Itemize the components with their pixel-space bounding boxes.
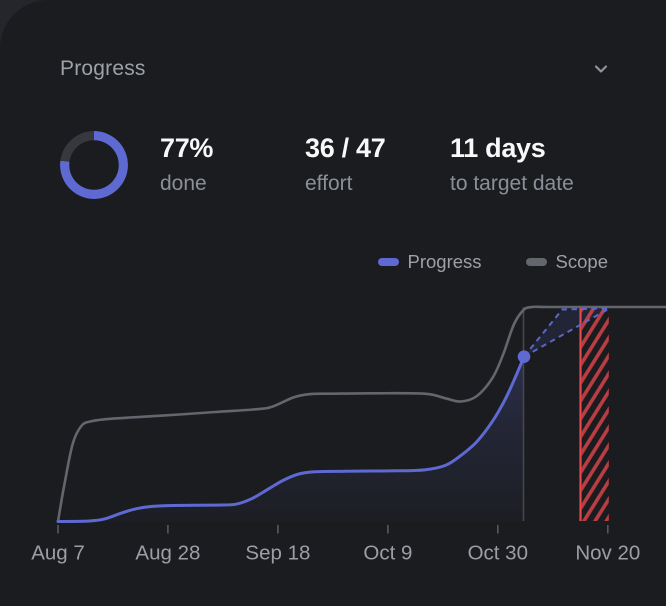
x-axis-label: Nov 20	[575, 542, 640, 565]
scope-line	[56, 305, 666, 523]
stat-done-value: 77%	[160, 133, 214, 163]
legend-label: Scope	[555, 251, 608, 272]
progress-line	[56, 355, 526, 523]
projection-pessimistic-line	[523, 307, 611, 358]
stat-done: 77% done	[160, 134, 213, 196]
overdue-hatch	[581, 308, 609, 521]
stat-target: 11 days to target date	[450, 134, 574, 196]
x-axis-label: Oct 9	[363, 542, 412, 565]
stat-effort-label: effort	[305, 172, 353, 195]
x-axis-label: Aug 28	[135, 542, 200, 565]
card-header: Progress	[60, 55, 610, 83]
projection-optimistic-line	[523, 307, 610, 358]
chart-legend: Progress Scope	[0, 250, 608, 274]
progress-area-fill	[58, 356, 524, 522]
stat-done-label: done	[160, 172, 207, 195]
legend-item-scope: Scope	[525, 251, 608, 273]
page-title: Progress	[60, 57, 146, 80]
stat-effort: 36 / 47 effort	[305, 133, 386, 196]
stat-target-label: to target date	[450, 172, 574, 195]
stat-target-value: 11 days	[450, 133, 546, 163]
chevron-down-icon[interactable]	[592, 60, 610, 78]
legend-swatch	[377, 258, 399, 266]
legend-item-progress: Progress	[377, 251, 482, 273]
legend-label: Progress	[407, 251, 482, 272]
progress-dot	[517, 350, 531, 364]
stats-row: 77% done 36 / 47 effort 11 days to targe…	[60, 131, 626, 201]
legend-swatch	[525, 258, 547, 266]
x-axis-label: Oct 30	[468, 542, 528, 565]
x-axis-label: Sep 18	[245, 542, 310, 565]
stat-effort-value: 36 / 47	[305, 133, 386, 163]
x-axis-label: Aug 7	[31, 542, 85, 565]
progress-donut	[60, 131, 128, 199]
